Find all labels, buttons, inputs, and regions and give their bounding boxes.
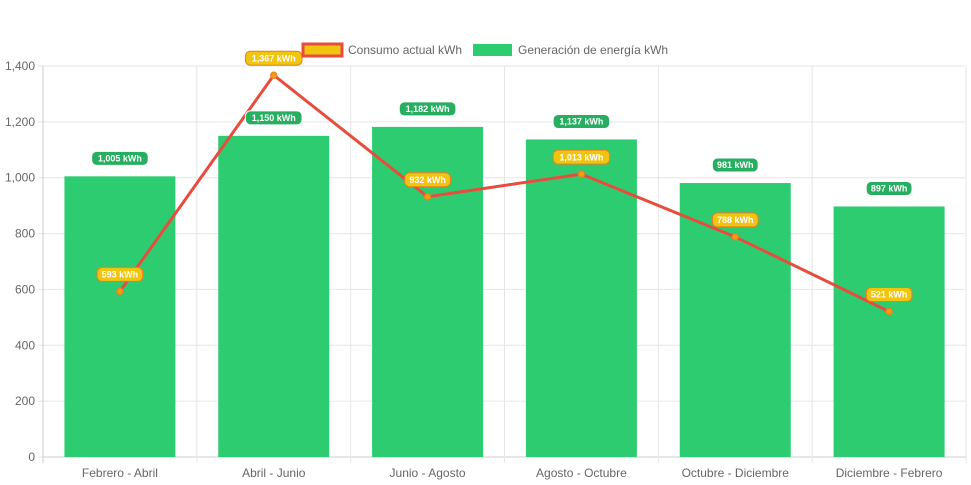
bar-value-label-text: 1,182 kWh <box>406 104 450 114</box>
line-value-label: 521 kWh <box>865 286 913 302</box>
bar-generacion <box>218 135 330 458</box>
line-value-label: 932 kWh <box>404 172 451 188</box>
legend-label-consumo: Consumo actual kWh <box>348 43 462 57</box>
bar-value-label: 1,137 kWh <box>552 113 611 129</box>
line-value-label: 593 kWh <box>96 266 144 282</box>
line-value-label-bg <box>244 50 303 66</box>
bar-value-label-text: 1,005 kWh <box>98 154 142 164</box>
line-value-label: 788 kWh <box>711 212 759 228</box>
bar-value-label: 1,150 kWh <box>244 110 303 126</box>
line-value-label-bg <box>865 286 913 302</box>
line-value-label-text: 593 kWh <box>102 270 139 280</box>
bar-generacion <box>679 183 791 457</box>
data-labels: 1,005 kWh 1,150 kWh 1,182 kWh 1,137 kWh 981 … <box>91 50 913 302</box>
bar-value-label: 1,005 kWh <box>91 150 149 166</box>
legend-swatch-consumo[interactable] <box>301 42 344 58</box>
bar-value-label: 981 kWh <box>711 157 759 173</box>
line-value-label-bg <box>96 266 144 282</box>
x-tick-label: Abril - Junio <box>242 466 306 480</box>
point-consumo <box>885 307 893 316</box>
grid <box>38 65 967 463</box>
y-tick-label: 600 <box>15 282 35 296</box>
bar-value-label-text: 981 kWh <box>717 160 754 170</box>
y-tick-label: 200 <box>15 394 35 408</box>
point-consumo <box>731 233 739 241</box>
legend-swatch-generacion[interactable] <box>473 44 512 56</box>
bar-generacion <box>833 206 945 457</box>
bar-value-label-bg <box>398 101 457 117</box>
line-value-label: 1,367 kWh <box>244 50 303 66</box>
y-tick-label: 0 <box>28 450 35 464</box>
bar-generacion <box>64 176 176 457</box>
y-tick-label: 800 <box>15 227 35 241</box>
line-value-label-text: 1,013 kWh <box>559 152 603 162</box>
y-tick-label: 1,200 <box>5 115 35 129</box>
bar-value-label: 897 kWh <box>865 180 913 196</box>
bar-value-label-bg <box>244 110 303 126</box>
line-value-label-text: 932 kWh <box>409 175 446 185</box>
bar-value-label-text: 1,137 kWh <box>559 117 603 127</box>
line-value-label-text: 1,367 kWh <box>252 53 296 63</box>
line-value-label-bg <box>711 212 759 228</box>
bar-value-label-text: 1,150 kWh <box>252 113 296 123</box>
axes: 0 200 400 600 800 1,000 1,200 1,400 Febrero - Ab… <box>5 59 943 480</box>
bar-value-label: 1,182 kWh <box>398 101 457 117</box>
bar-value-label-bg <box>91 150 149 166</box>
bar-value-label-bg <box>865 180 913 196</box>
x-tick-label: Junio - Agosto <box>390 466 466 480</box>
line-value-label-bg <box>404 172 451 188</box>
point-consumo <box>577 170 586 178</box>
y-tick-label: 400 <box>15 338 35 352</box>
line-value-label-text: 788 kWh <box>717 215 754 225</box>
y-tick-label: 1,400 <box>5 59 35 73</box>
legend[interactable]: Consumo actual kWh Generación de energía … <box>301 42 668 58</box>
x-tick-label: Agosto - Octubre <box>536 466 627 480</box>
line-value-label: 1,013 kWh <box>552 149 611 165</box>
x-tick-label: Diciembre - Febrero <box>836 466 943 480</box>
point-consumo <box>116 287 124 296</box>
point-consumo <box>423 193 432 201</box>
bar-generacion <box>525 139 637 457</box>
line-value-label-bg <box>552 149 611 165</box>
point-consumo <box>270 71 278 79</box>
bar-value-label-bg <box>552 113 611 129</box>
y-tick-label: 1,000 <box>5 171 35 185</box>
bar-value-label-text: 897 kWh <box>871 184 908 194</box>
line-value-label-text: 521 kWh <box>871 290 908 300</box>
bar-value-label-bg <box>711 157 759 173</box>
x-tick-label: Febrero - Abril <box>82 466 158 480</box>
x-tick-label: Octubre - Diciembre <box>682 466 790 480</box>
legend-label-generacion: Generación de energía kWh <box>518 43 668 57</box>
